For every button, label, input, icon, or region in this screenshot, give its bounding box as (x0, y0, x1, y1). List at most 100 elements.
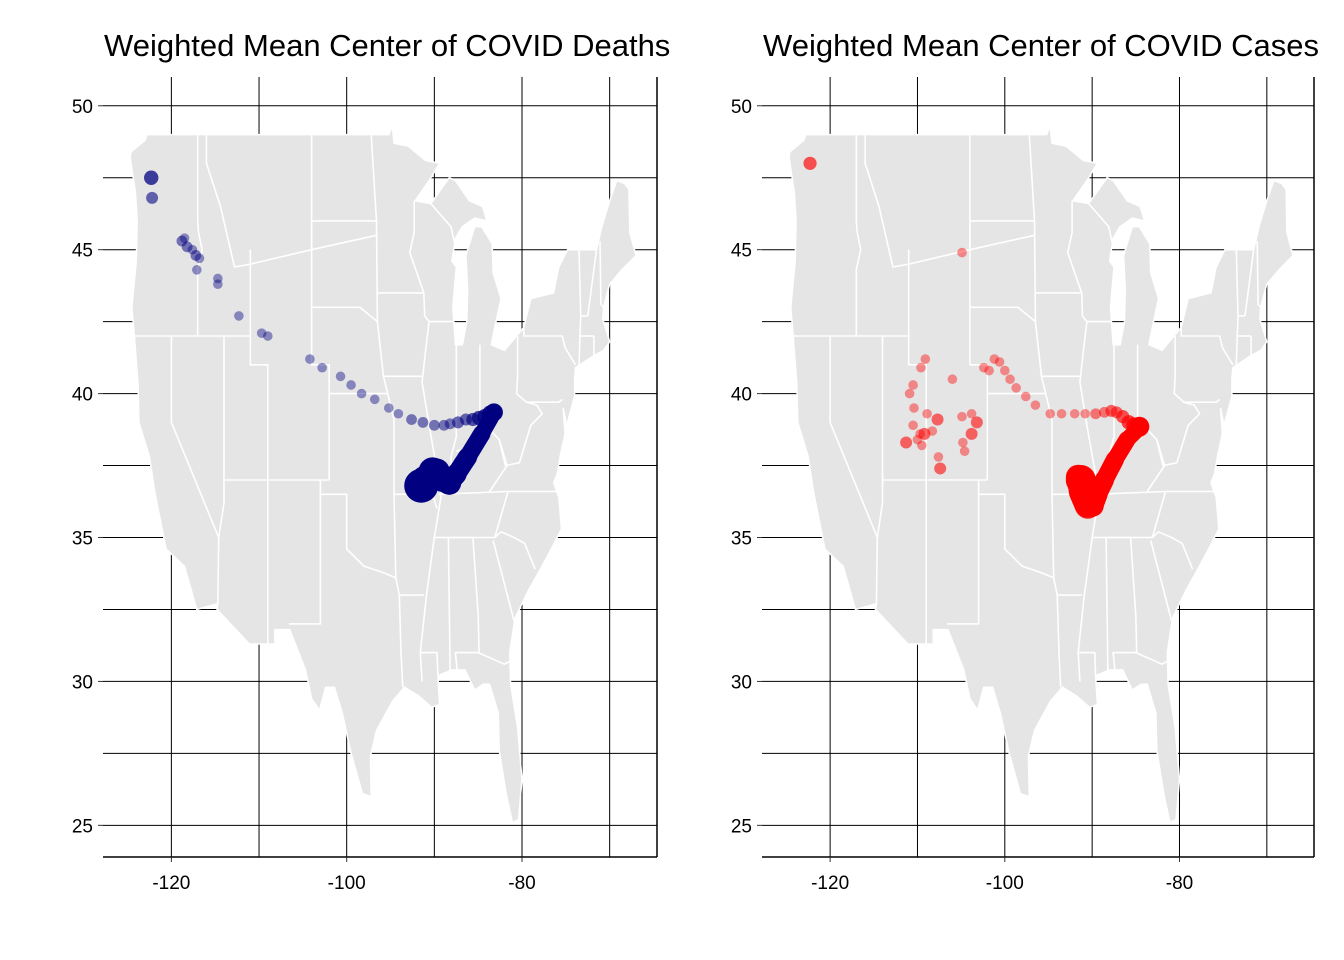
state-border (1088, 203, 1114, 247)
data-point (256, 328, 267, 338)
state-border (1256, 241, 1262, 308)
y-tick-label: 40 (72, 385, 93, 406)
y-tick-label: 35 (731, 529, 752, 550)
data-point (305, 354, 315, 364)
data-point (917, 440, 927, 451)
state-border (1173, 336, 1221, 404)
state-border (1151, 530, 1194, 570)
data-point (959, 446, 970, 456)
state-border (1066, 200, 1100, 682)
data-point (909, 403, 919, 413)
state-border (288, 494, 322, 625)
state-border (477, 651, 511, 666)
state-border (494, 530, 536, 570)
data-point (900, 436, 913, 449)
data-point (947, 374, 958, 385)
state-border (829, 336, 879, 538)
data-point (989, 354, 1000, 364)
panel-deaths: 25 30 35 40 45 50 -120 -100 -80 Weighted Mean Cen… (72, 28, 670, 894)
trail-point (1073, 478, 1100, 505)
data-point (369, 394, 380, 405)
data-point (918, 427, 931, 440)
data-point (1080, 408, 1090, 419)
data-point (383, 403, 394, 413)
data-point (908, 380, 918, 390)
data-point (957, 411, 967, 422)
data-point (965, 427, 978, 440)
y-tick-label: 45 (72, 241, 93, 262)
data-point (934, 462, 947, 475)
data-point (428, 419, 440, 431)
state-border (1244, 249, 1255, 317)
data-point (234, 311, 244, 321)
state-border (515, 336, 563, 404)
state-border (447, 537, 451, 673)
data-point (393, 408, 404, 419)
data-point (191, 265, 202, 275)
chart-title: Weighted Mean Center of COVID Cases (763, 28, 1319, 63)
state-border (864, 134, 971, 268)
data-point (933, 452, 944, 462)
data-point (335, 371, 346, 382)
data-point (356, 388, 367, 399)
us-states-fill (788, 125, 1294, 824)
data-point (970, 416, 983, 429)
panel-cases: 25 30 35 40 45 50 -120 -100 -80 Weighted Mean Cen… (731, 28, 1319, 894)
state-border (947, 494, 980, 625)
data-point (194, 253, 205, 264)
data-point (1056, 408, 1067, 419)
data-point (908, 420, 918, 431)
state-border (969, 306, 1036, 323)
state-border (1078, 651, 1097, 676)
data-point (317, 362, 327, 373)
state-border (370, 134, 404, 688)
us-map-deaths (129, 125, 637, 824)
us-states-fill (129, 125, 637, 824)
data-point (912, 434, 923, 445)
state-border (1149, 540, 1173, 622)
data-point (146, 191, 159, 204)
state-border (907, 249, 928, 644)
data-point (920, 354, 931, 364)
state-border (498, 401, 544, 467)
data-point (994, 357, 1005, 367)
data-point (190, 250, 202, 261)
y-tick-label: 45 (731, 241, 752, 262)
state-border (249, 249, 269, 644)
data-point (966, 408, 977, 419)
state-border (969, 223, 1035, 251)
y-tick-label: 30 (731, 672, 752, 693)
data-point (346, 380, 356, 390)
data-point (1011, 383, 1021, 393)
state-border (434, 490, 558, 539)
x-tick-label: -120 (811, 873, 849, 894)
trail-point (437, 470, 462, 495)
chart-title: Weighted Mean Center of COVID Deaths (104, 28, 670, 63)
data-point (957, 247, 967, 258)
state-border (855, 134, 862, 336)
state-border (408, 200, 443, 682)
data-point (181, 241, 193, 253)
x-tick-label: -120 (152, 873, 190, 894)
trail-point (404, 468, 439, 503)
y-tick-label: 30 (72, 672, 93, 693)
data-point (213, 279, 223, 290)
state-border (1028, 134, 1062, 688)
state-border (1135, 651, 1168, 666)
state-border (875, 336, 884, 604)
state-border (1105, 537, 1109, 673)
y-tick-label: 25 (72, 816, 93, 837)
state-border (205, 134, 312, 268)
data-point (406, 414, 417, 425)
data-point (1020, 391, 1031, 402)
data-point (179, 233, 190, 243)
data-point (144, 170, 159, 185)
data-point (958, 437, 968, 448)
x-tick-label: -80 (508, 873, 535, 894)
y-tick-label: 50 (731, 97, 752, 118)
data-point (984, 365, 994, 376)
trail-point (1129, 416, 1150, 437)
data-point (1090, 408, 1102, 420)
state-border (522, 327, 577, 366)
